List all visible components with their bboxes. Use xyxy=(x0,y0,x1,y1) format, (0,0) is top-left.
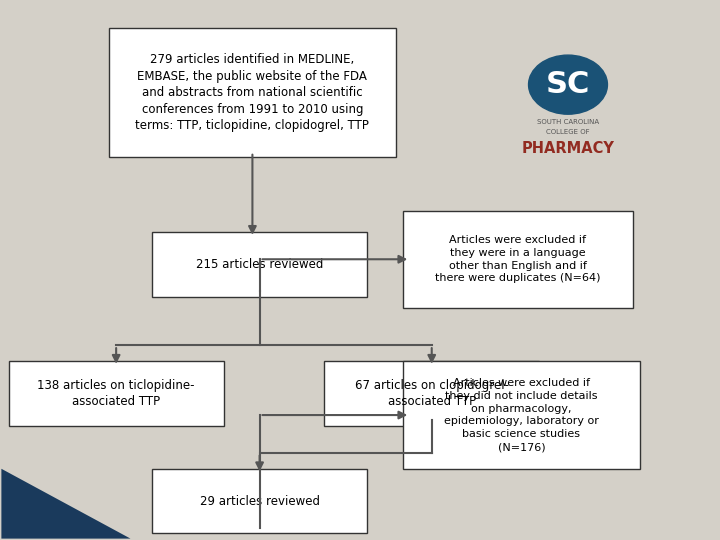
Text: SC: SC xyxy=(546,70,590,99)
Text: 215 articles reviewed: 215 articles reviewed xyxy=(196,258,323,271)
Text: 67 articles on clopidogrel-
associated TTP: 67 articles on clopidogrel- associated T… xyxy=(355,379,509,408)
Text: Articles were excluded if
they were in a language
other than English and if
ther: Articles were excluded if they were in a… xyxy=(435,235,600,284)
Text: 279 articles identified in MEDLINE,
EMBASE, the public website of the FDA
and ab: 279 articles identified in MEDLINE, EMBA… xyxy=(135,53,369,132)
FancyBboxPatch shape xyxy=(9,361,224,426)
FancyBboxPatch shape xyxy=(403,361,639,469)
FancyBboxPatch shape xyxy=(324,361,539,426)
Circle shape xyxy=(528,55,608,114)
FancyBboxPatch shape xyxy=(403,211,633,308)
FancyBboxPatch shape xyxy=(152,232,367,297)
Text: PHARMACY: PHARMACY xyxy=(521,141,614,156)
FancyBboxPatch shape xyxy=(109,28,396,157)
FancyBboxPatch shape xyxy=(152,469,367,533)
Text: 29 articles reviewed: 29 articles reviewed xyxy=(199,495,320,508)
Text: Articles were excluded if
they did not include details
on pharmacology,
epidemio: Articles were excluded if they did not i… xyxy=(444,378,599,452)
Text: 138 articles on ticlopidine-
associated TTP: 138 articles on ticlopidine- associated … xyxy=(37,379,195,408)
Polygon shape xyxy=(1,469,130,538)
Text: COLLEGE OF: COLLEGE OF xyxy=(546,129,590,135)
Text: SOUTH CAROLINA: SOUTH CAROLINA xyxy=(537,118,599,125)
